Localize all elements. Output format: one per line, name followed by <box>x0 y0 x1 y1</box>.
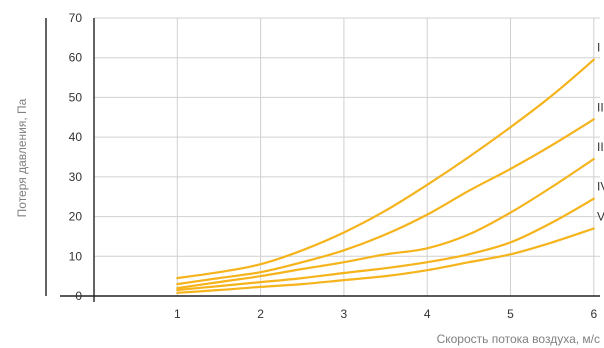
series-line-iv <box>176 197 595 292</box>
series-lines <box>176 58 595 294</box>
y-tick-label: 40 <box>69 130 83 144</box>
x-tick-labels: 1 2 3 4 5 6 <box>174 307 597 321</box>
x-tick-label: 2 <box>257 307 264 321</box>
series-label-ii: II <box>597 100 604 114</box>
x-tick-label: 5 <box>507 307 514 321</box>
series-label-i: I <box>597 41 600 55</box>
y-tick-label: 60 <box>69 51 83 65</box>
y-tick-label: 20 <box>69 210 83 224</box>
x-tick-label: 1 <box>174 307 181 321</box>
x-axis-title: Скорость потока воздуха, м/с <box>437 332 600 346</box>
y-axis-title: Потеря давления, Па <box>15 98 29 217</box>
series-label-iv: IV <box>597 180 604 194</box>
y-tick-label: 0 <box>75 289 82 303</box>
series-labels: IIIIIIIVV <box>597 41 604 224</box>
y-tick-labels: 0 10 20 30 40 50 60 70 <box>69 11 83 303</box>
x-tick-label: 4 <box>424 307 431 321</box>
y-tick-label: 30 <box>69 170 83 184</box>
series-label-iii: III <box>597 140 604 154</box>
series-label-v: V <box>597 209 604 223</box>
grid-lines <box>94 17 600 296</box>
y-tick-label: 50 <box>69 90 83 104</box>
y-tick-label: 70 <box>69 11 83 25</box>
y-tick-label: 10 <box>69 249 83 263</box>
series-line-i <box>176 58 595 280</box>
series-line-v <box>176 227 595 294</box>
x-tick-label: 6 <box>590 307 597 321</box>
series-line-ii <box>176 118 595 286</box>
series-line-iii <box>176 157 595 290</box>
axes <box>45 18 600 302</box>
x-tick-label: 3 <box>341 307 348 321</box>
